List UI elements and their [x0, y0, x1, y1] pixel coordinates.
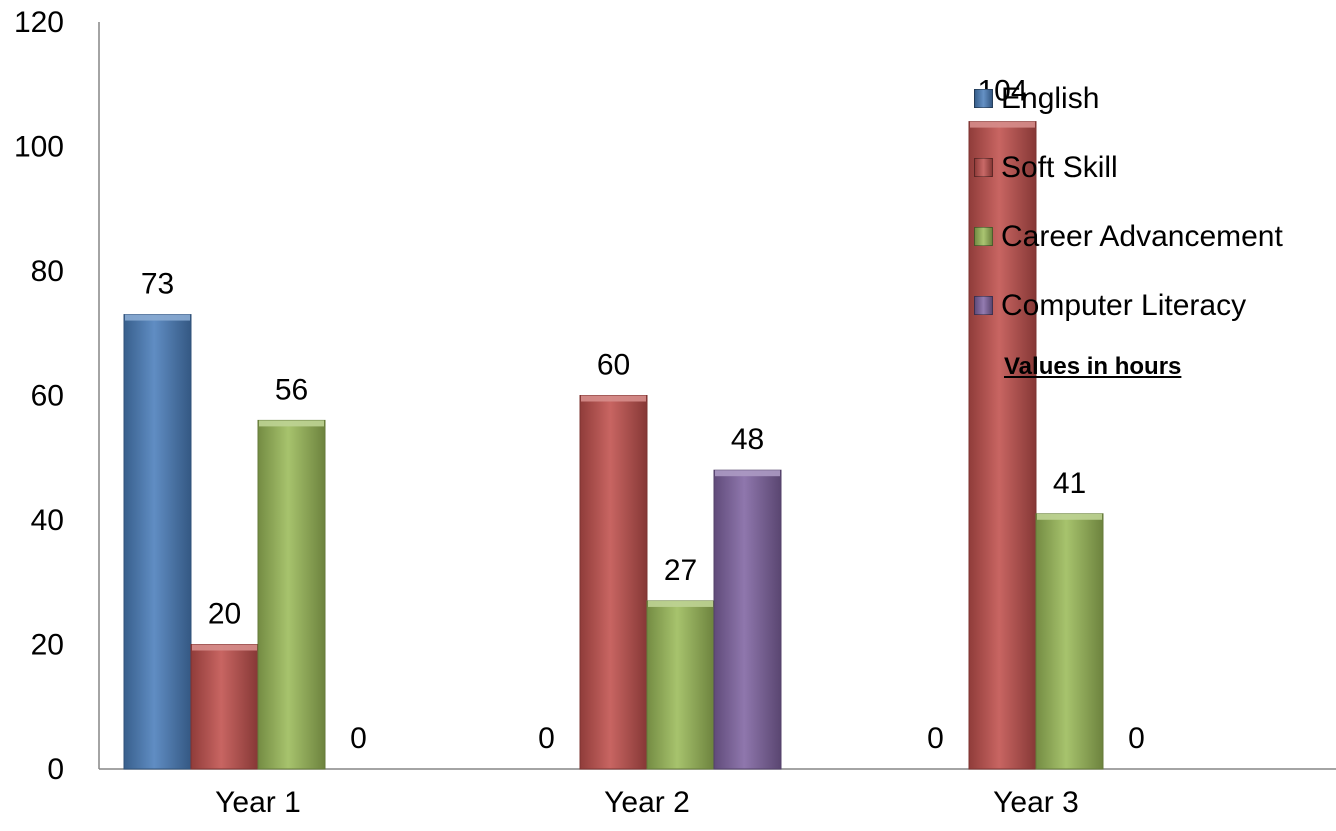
bar-top-highlight — [259, 420, 324, 427]
data-label: 0 — [927, 722, 944, 755]
y-axis-tick-labels: 0 20 40 60 80 100 120 — [14, 6, 64, 786]
data-label: 27 — [664, 554, 697, 587]
legend-swatch — [974, 158, 993, 177]
bar-career-advancement-year-2 — [646, 600, 715, 770]
bar-top-highlight — [192, 644, 257, 651]
bar-soft-skill-year-1 — [190, 644, 259, 770]
x-tick-label: Year 2 — [604, 786, 690, 819]
data-label: 56 — [275, 373, 308, 406]
legend-item: Soft Skill — [974, 133, 1334, 202]
y-tick-label: 0 — [47, 753, 64, 786]
y-tick-label: 80 — [31, 255, 64, 288]
bar-top-highlight — [1037, 513, 1102, 520]
data-label: 0 — [350, 722, 367, 755]
legend-label: Computer Literacy — [1001, 288, 1247, 322]
y-tick-label: 100 — [14, 131, 64, 164]
legend-swatch — [974, 296, 993, 315]
data-label: 0 — [1128, 722, 1145, 755]
y-tick-label: 40 — [31, 504, 64, 537]
y-tick-label: 20 — [31, 629, 64, 662]
bar-soft-skill-year-2 — [579, 395, 648, 770]
data-label: 20 — [208, 598, 241, 631]
x-tick-label: Year 1 — [215, 786, 301, 819]
bar-top-highlight — [715, 470, 780, 477]
y-tick-label: 60 — [31, 380, 64, 413]
data-label: 73 — [141, 268, 174, 301]
bar-career-advancement-year-3 — [1035, 513, 1104, 770]
data-label: 60 — [597, 349, 630, 382]
legend-label: Career Advancement — [1001, 219, 1283, 253]
legend-label: Soft Skill — [1001, 150, 1118, 184]
data-label: 0 — [538, 722, 555, 755]
bar-top-highlight — [125, 314, 190, 321]
legend-swatch — [974, 89, 993, 108]
bar-career-advancement-year-1 — [257, 419, 326, 770]
bar-marks — [123, 121, 1104, 770]
legend-item: English — [974, 64, 1334, 133]
legend-item: Computer Literacy — [974, 271, 1334, 340]
bar-english-year-1 — [123, 314, 192, 770]
y-tick-label: 120 — [14, 6, 64, 39]
data-label: 41 — [1053, 467, 1086, 500]
x-axis-category-labels: Year 1 Year 2 Year 3 — [215, 786, 1079, 819]
data-label: 48 — [731, 423, 764, 456]
units-note: Values in hours — [1004, 353, 1182, 380]
legend-item: Career Advancement — [974, 202, 1334, 271]
bar-computer-literacy-year-2 — [713, 469, 782, 770]
legend-label: English — [1001, 81, 1100, 115]
legend: English Soft Skill Career Advancement Compu… — [974, 64, 1334, 340]
bar-top-highlight — [581, 395, 646, 402]
legend-swatch — [974, 227, 993, 246]
bar-top-highlight — [970, 121, 1035, 128]
x-tick-label: Year 3 — [993, 786, 1079, 819]
bar-top-highlight — [648, 600, 713, 607]
